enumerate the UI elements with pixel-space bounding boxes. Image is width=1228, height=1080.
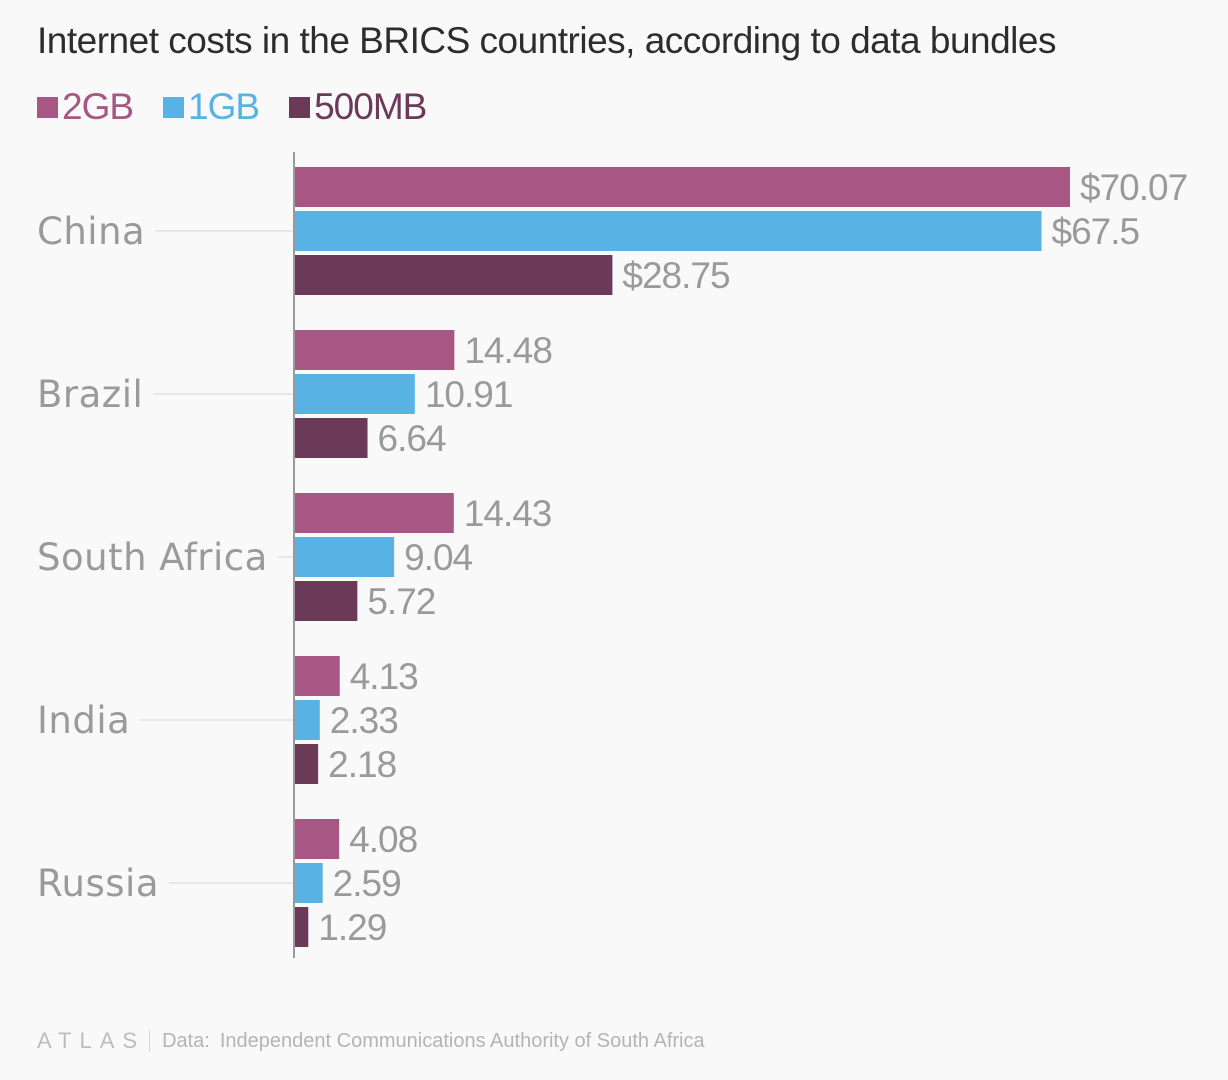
legend-item-2gb: 2GB: [37, 86, 134, 128]
data-label: 4.13: [350, 656, 418, 697]
legend-item-1gb: 1GB: [163, 86, 260, 128]
data-label: 9.04: [404, 537, 472, 578]
atlas-logo: ATLAS: [37, 1028, 146, 1053]
bar-1gb-south-africa: [294, 537, 395, 577]
legend-label-500mb: 500MB: [314, 86, 427, 127]
bar-500mb-russia: [294, 907, 309, 947]
bar-2gb-india: [294, 656, 340, 696]
data-label: 5.72: [367, 581, 435, 622]
data-label: $70.07: [1080, 167, 1187, 208]
category-label: China: [37, 210, 145, 253]
data-label: 2.59: [333, 863, 401, 904]
bar-500mb-india: [294, 744, 319, 784]
source-prefix: Data:: [162, 1029, 210, 1052]
footer-divider: [149, 1030, 151, 1052]
legend-label-2gb: 2GB: [62, 86, 134, 127]
category-label: Brazil: [37, 373, 143, 416]
source-text: Independent Communications Authority of …: [219, 1029, 705, 1052]
bar-500mb-china: [294, 255, 613, 295]
bar-chart: China $70.07$67.5 $28.75 Brazil 14.4810.916.…: [37, 152, 1188, 958]
data-label: $67.5: [1052, 211, 1140, 252]
data-label: 14.43: [464, 493, 552, 534]
data-label: 1.29: [318, 907, 386, 948]
bar-2gb-russia: [294, 819, 340, 859]
bar-2gb-brazil: [294, 330, 455, 370]
category-label: South Africa: [37, 536, 268, 579]
legend-label-1gb: 1GB: [188, 86, 260, 127]
legend-swatch-1gb: [163, 96, 185, 118]
data-label: $28.75: [622, 255, 730, 296]
legend-swatch-2gb: [37, 96, 58, 118]
chart-title: Internet costs in the BRICS countries, a…: [37, 20, 1056, 61]
bar-1gb-india: [294, 700, 320, 740]
bar-1gb-brazil: [294, 374, 415, 414]
bar-500mb-brazil: [294, 418, 368, 458]
bar-2gb-china: [294, 167, 1070, 207]
legend: 2GB 1GB 500MB: [37, 86, 456, 128]
data-label: 4.08: [349, 819, 417, 860]
footer: ATLAS Data: Independent Communications A…: [37, 1028, 705, 1054]
bar-1gb-china: [294, 211, 1042, 251]
bar-1gb-russia: [294, 863, 323, 903]
data-label: 2.18: [328, 744, 396, 785]
data-label: 6.64: [378, 418, 446, 459]
legend-swatch-500mb: [289, 96, 311, 118]
bar-500mb-south-africa: [294, 581, 358, 621]
data-label: 10.91: [425, 374, 513, 415]
category-label: India: [37, 699, 130, 742]
bar-2gb-south-africa: [294, 493, 454, 533]
data-label: 2.33: [330, 700, 398, 741]
category-label: Russia: [37, 862, 159, 905]
data-label: 14.48: [464, 330, 552, 371]
legend-item-500mb: 500MB: [289, 86, 427, 128]
